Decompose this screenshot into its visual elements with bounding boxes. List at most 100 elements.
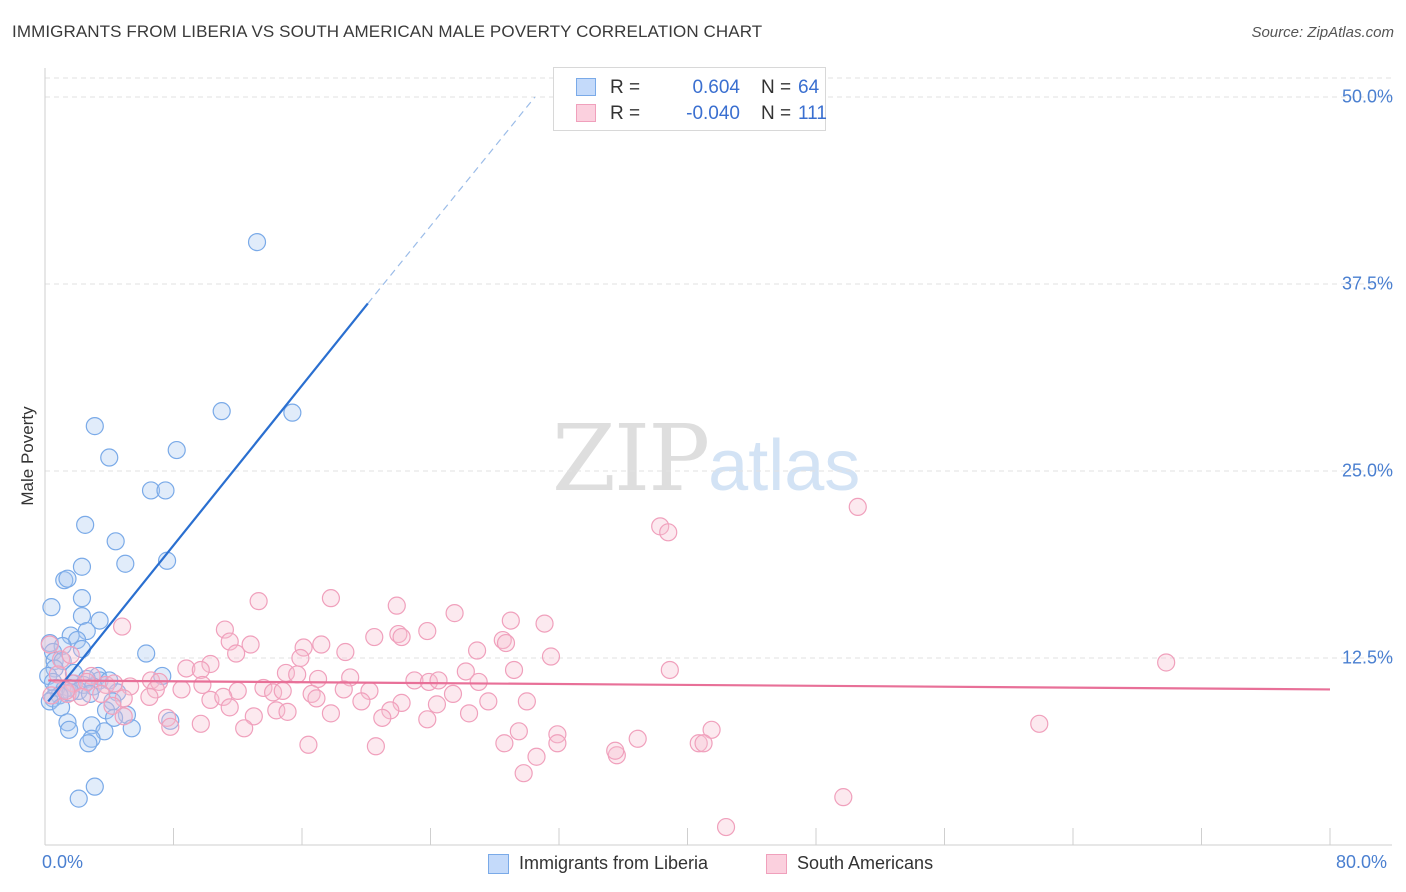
south-american-point [92,684,111,704]
south-american-point [140,687,159,706]
liberia-point [85,777,104,796]
south-american-point [244,707,263,726]
south-american-point [514,764,533,783]
south-american-point [509,722,528,741]
south-american-point [366,737,385,756]
south-american-point [419,672,438,692]
south-american-point [479,692,498,711]
south-american-point [392,627,411,647]
south-american-point [418,710,437,729]
liberia-point [90,611,109,630]
y-tick-label: 37.5% [1341,273,1393,294]
liberia-trend-line [47,302,369,703]
south-american-point [254,678,273,698]
south-american-point [172,680,191,699]
south-american-point [334,680,353,699]
south-american-point [201,654,220,674]
south-american-point [606,741,625,760]
south-american-point [273,681,292,701]
south-american-point [456,662,475,681]
south-american-point [504,660,524,680]
liberia-point [79,734,98,753]
legend-swatch-south-american [576,104,596,122]
liberia-point [106,532,125,551]
south-american-point [263,683,283,702]
south-american-point [496,633,516,653]
y-tick-label: 25.0% [1341,460,1393,481]
south-american-point [445,604,464,623]
south-american-point [235,719,254,738]
liberia-point [156,481,175,500]
south-american-point [72,687,92,706]
legend-swatch-south-american [766,854,787,874]
liberia-point [42,598,61,617]
south-american-point [103,696,122,715]
south-american-point [1030,714,1049,733]
south-american-point [58,684,77,704]
liberia-point [116,554,135,573]
south-american-point [535,614,554,633]
south-american-point [548,734,567,753]
liberia-point [100,448,119,467]
south-american-point [501,611,520,630]
legend-r-label: R = [610,77,641,98]
south-american-trend-line [48,679,1331,691]
legend-r-value: -0.040 [686,103,740,124]
south-american-point [659,523,678,542]
trend-lines [47,96,1331,703]
south-american-point [291,648,310,668]
south-american-point [459,704,479,723]
axes [44,68,1392,846]
south-american-point [161,717,180,736]
grid-lines [45,77,1392,659]
south-american-point [336,642,355,662]
legend-label-liberia: Immigrants from Liberia [519,853,709,873]
liberia-trend-extension [367,96,536,304]
south-american-point [702,720,721,739]
south-american-point [418,621,437,641]
y-axis-label: Male Poverty [18,406,37,506]
south-american-point [493,630,512,650]
south-american-point [193,675,212,695]
south-american-point [527,747,546,766]
legend-n-label: N = [761,103,792,124]
x-tick-label-min: 0.0% [42,852,84,872]
legend-n-value: 64 [798,77,820,98]
x-tick-label-max: 80.0% [1336,852,1388,872]
south-american-point [40,635,59,654]
liberia-point [247,233,267,252]
south-american-point [48,665,67,684]
liberia-point [137,644,156,663]
south-american-point [1157,653,1176,672]
south-american-point [429,671,448,690]
south-american-point [241,635,260,654]
legend-r-label: R = [610,103,641,124]
legend-r-value: 0.604 [692,77,740,98]
south-american-point [848,497,867,517]
south-american-point [660,660,679,680]
correlation-legend: R = 0.604 N = 64 R = -0.040 N = 111 [553,67,827,131]
south-american-point [112,617,132,636]
liberia-point [72,589,92,608]
south-american-point [114,707,133,726]
legend-n-label: N = [761,77,792,98]
y-tick-label: 12.5% [1341,647,1393,668]
south-american-point [61,645,80,665]
liberia-point [212,402,231,421]
liberia-point [40,692,59,711]
south-american-point [191,714,210,733]
series-south-american-points [40,497,1176,837]
south-american-point [387,596,406,615]
liberia-point [141,481,161,500]
liberia-point [72,557,92,576]
south-american-point [294,638,313,657]
south-american-point [365,627,384,647]
south-american-point [51,650,71,669]
south-american-point [227,644,246,663]
south-american-point [288,665,307,684]
south-american-point [405,671,424,690]
south-american-point [321,704,341,723]
legend-n-value: 111 [798,103,827,124]
liberia-point [85,417,104,436]
